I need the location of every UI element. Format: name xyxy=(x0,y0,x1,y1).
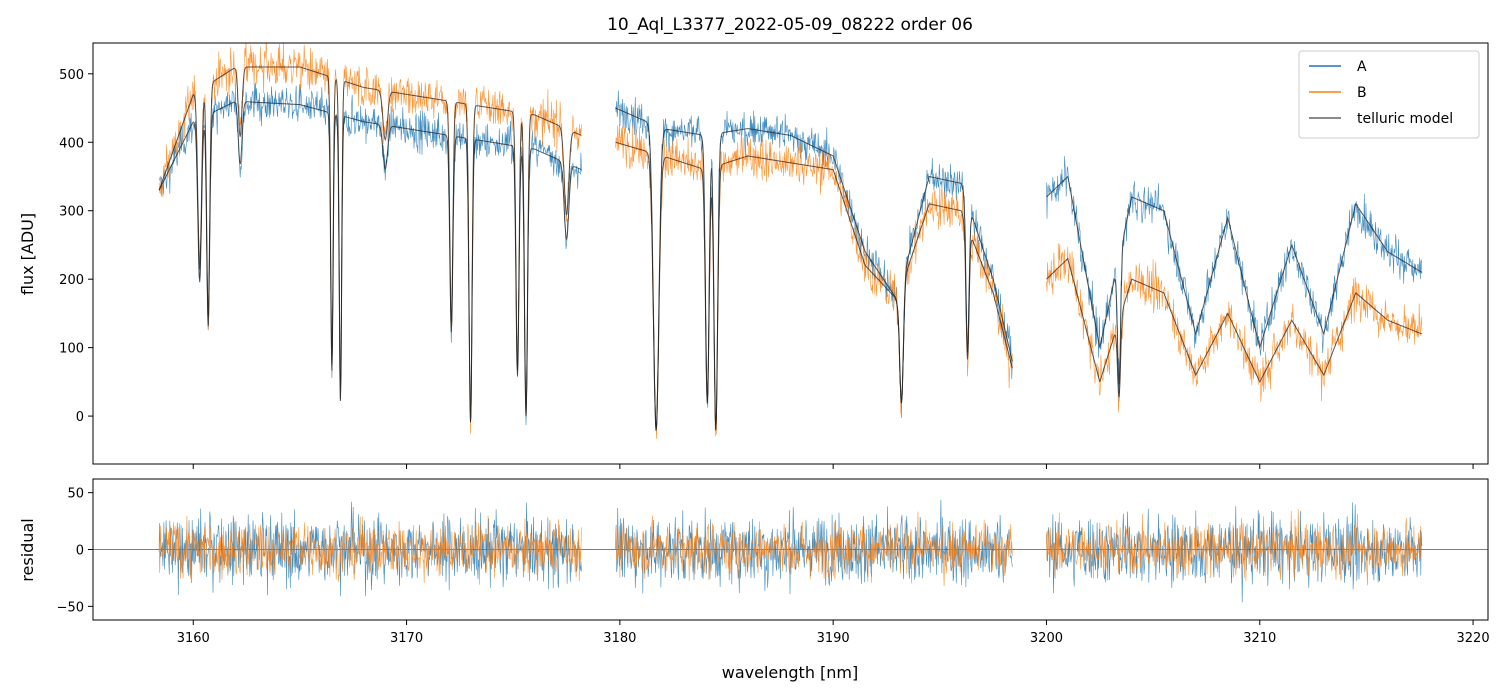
telluric-model-a-line xyxy=(158,101,1423,431)
main-y-axis-label: flux [ADU] xyxy=(18,213,37,295)
x-tick-label: 3200 xyxy=(1030,631,1063,646)
main-axes-frame xyxy=(92,42,1489,465)
residual-panel: 3160 3170 3180 3190 3200 3210 3220 −50 0 50 resi… xyxy=(18,478,1490,682)
residual-y-axis-label: residual xyxy=(18,518,37,581)
legend-label-model: telluric model xyxy=(1357,111,1453,127)
main-y-tick-label: 400 xyxy=(59,136,84,151)
residual-y-tick-label: 0 xyxy=(76,544,84,559)
main-y-tick-label: 200 xyxy=(59,273,84,288)
legend: A B telluric model xyxy=(1298,50,1480,139)
x-tick-label: 3180 xyxy=(603,631,636,646)
legend-label-b: B xyxy=(1357,85,1367,101)
series-a-line xyxy=(158,82,1423,432)
main-panel: 0 100 200 300 400 500 flux [ADU] A B telluric… xyxy=(18,42,1489,469)
main-y-tick-label: 100 xyxy=(59,342,84,357)
legend-label-a: A xyxy=(1357,59,1367,75)
main-x-ticks xyxy=(192,464,1474,469)
x-tick-label: 3210 xyxy=(1243,631,1276,646)
x-tick-label: 3170 xyxy=(390,631,423,646)
residual-y-tick-label: 50 xyxy=(67,487,84,502)
legend-box xyxy=(1298,50,1480,139)
x-axis-label: wavelength [nm] xyxy=(722,663,859,682)
residual-x-ticks: 3160 3170 3180 3190 3200 3210 3220 xyxy=(177,620,1490,646)
residual-y-tick-label: −50 xyxy=(57,600,84,615)
chart-title: 10_Aql_L3377_2022-05-09_08222 order 06 xyxy=(607,15,973,35)
residual-b-line xyxy=(158,509,1423,586)
residual-series-layer xyxy=(93,499,1488,603)
main-y-tick-label: 300 xyxy=(59,205,84,220)
series-b-line xyxy=(158,43,1423,439)
x-tick-label: 3190 xyxy=(817,631,850,646)
main-y-tick-label: 0 xyxy=(76,410,84,425)
main-y-ticks: 0 100 200 300 400 500 xyxy=(59,68,93,425)
telluric-model-b-line xyxy=(158,66,1423,430)
x-tick-label: 3160 xyxy=(177,631,210,646)
residual-y-ticks: −50 0 50 xyxy=(57,487,93,615)
main-y-tick-label: 500 xyxy=(59,68,84,83)
main-series-layer xyxy=(158,43,1423,439)
x-tick-label: 3220 xyxy=(1457,631,1490,646)
